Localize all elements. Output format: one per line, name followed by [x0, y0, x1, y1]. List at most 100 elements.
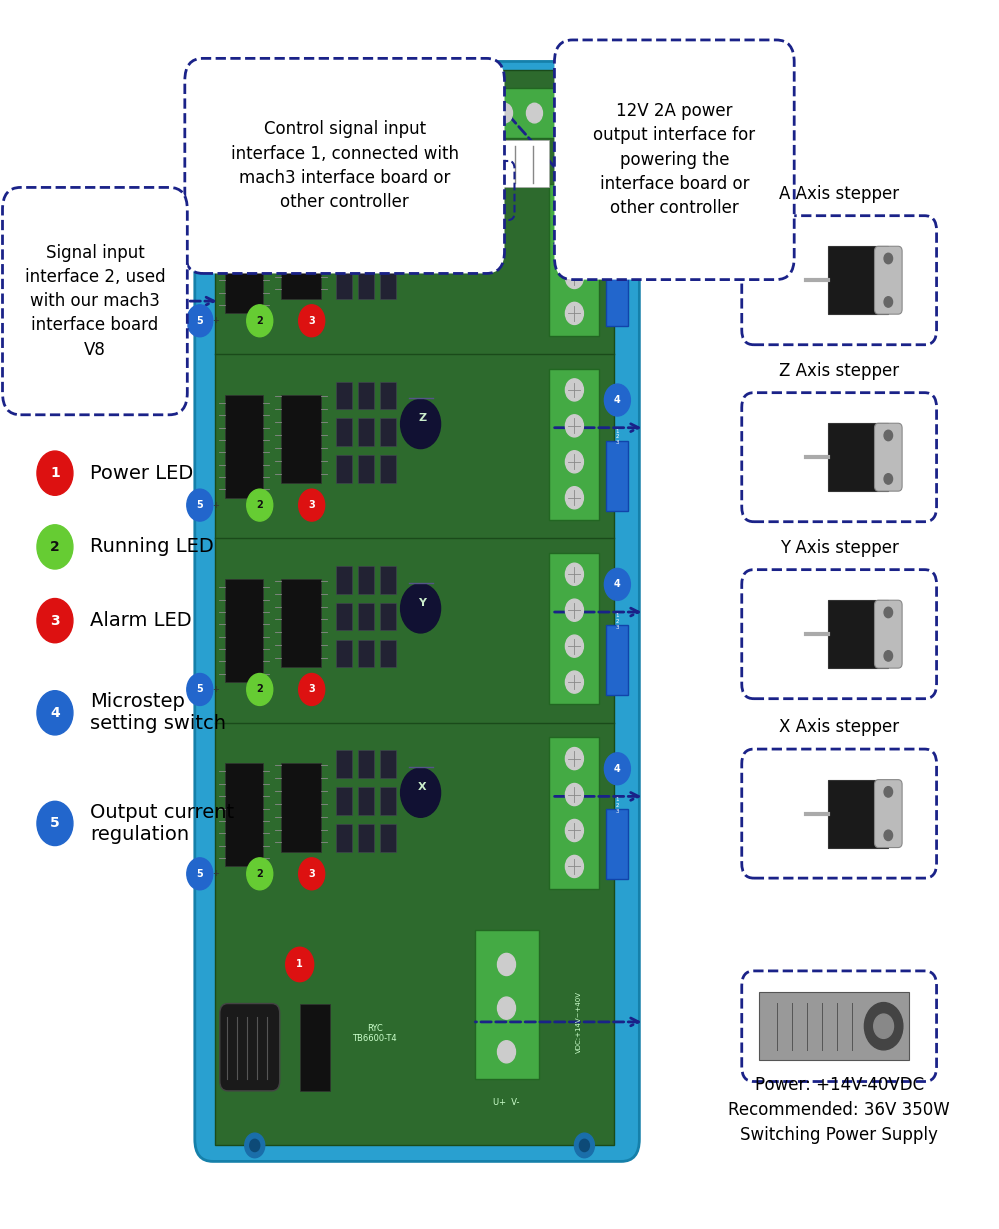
FancyBboxPatch shape [874, 779, 902, 848]
FancyBboxPatch shape [549, 369, 599, 520]
FancyBboxPatch shape [358, 197, 374, 225]
Text: Y: Y [419, 597, 427, 608]
Circle shape [401, 768, 441, 817]
FancyBboxPatch shape [380, 565, 396, 594]
Text: 1: 1 [50, 466, 60, 481]
FancyBboxPatch shape [3, 188, 188, 415]
Text: 4: 4 [614, 395, 620, 406]
Circle shape [247, 673, 273, 705]
Circle shape [574, 1133, 594, 1158]
FancyBboxPatch shape [549, 553, 599, 704]
Text: 5: 5 [197, 685, 203, 694]
Circle shape [565, 747, 583, 769]
Circle shape [187, 673, 213, 705]
FancyBboxPatch shape [606, 809, 628, 880]
Circle shape [401, 215, 441, 264]
FancyBboxPatch shape [380, 272, 396, 299]
FancyBboxPatch shape [336, 639, 352, 667]
FancyBboxPatch shape [358, 456, 374, 483]
FancyBboxPatch shape [358, 565, 374, 594]
Text: RYC
TB6600-T4: RYC TB6600-T4 [353, 1024, 397, 1043]
Text: Output current
regulation: Output current regulation [90, 803, 234, 844]
Circle shape [884, 430, 892, 441]
Text: 2: 2 [257, 685, 263, 694]
Text: +: + [213, 685, 219, 694]
Circle shape [257, 103, 273, 123]
FancyBboxPatch shape [225, 763, 263, 866]
Circle shape [565, 820, 583, 842]
FancyBboxPatch shape [759, 993, 909, 1059]
FancyBboxPatch shape [380, 639, 396, 667]
FancyBboxPatch shape [281, 579, 321, 667]
Text: 5: 5 [50, 816, 60, 831]
Text: +: + [213, 500, 219, 510]
Circle shape [299, 305, 325, 337]
FancyBboxPatch shape [336, 272, 352, 299]
FancyBboxPatch shape [380, 418, 396, 446]
Circle shape [498, 1041, 515, 1063]
FancyBboxPatch shape [380, 602, 396, 630]
Circle shape [556, 103, 572, 123]
FancyBboxPatch shape [220, 88, 609, 138]
Circle shape [565, 231, 583, 253]
FancyBboxPatch shape [741, 216, 937, 344]
Text: Power LED: Power LED [90, 463, 193, 483]
Circle shape [874, 1014, 893, 1039]
Text: 1
2
3: 1 2 3 [615, 245, 619, 261]
Text: Microstep
setting switch: Microstep setting switch [90, 692, 226, 734]
Text: Z Axis stepper: Z Axis stepper [779, 361, 899, 380]
Circle shape [526, 103, 542, 123]
FancyBboxPatch shape [195, 61, 639, 1161]
FancyBboxPatch shape [380, 382, 396, 409]
Circle shape [884, 650, 892, 661]
Text: 5: 5 [197, 316, 203, 326]
FancyBboxPatch shape [336, 565, 352, 594]
FancyBboxPatch shape [336, 234, 352, 262]
FancyBboxPatch shape [336, 418, 352, 446]
Text: 2: 2 [50, 540, 60, 554]
FancyBboxPatch shape [336, 788, 352, 815]
FancyBboxPatch shape [358, 823, 374, 852]
Circle shape [565, 563, 583, 585]
Circle shape [227, 103, 243, 123]
Circle shape [884, 253, 892, 264]
FancyBboxPatch shape [549, 184, 599, 336]
Circle shape [604, 199, 630, 231]
Text: 1
2
3: 1 2 3 [615, 613, 619, 629]
FancyBboxPatch shape [827, 779, 888, 848]
Text: A Axis stepper: A Axis stepper [779, 184, 899, 203]
Circle shape [247, 489, 273, 521]
Circle shape [37, 451, 73, 495]
FancyBboxPatch shape [874, 600, 902, 669]
Circle shape [407, 103, 423, 123]
FancyBboxPatch shape [358, 639, 374, 667]
Circle shape [565, 451, 583, 473]
Circle shape [565, 267, 583, 289]
Circle shape [884, 830, 892, 841]
Circle shape [187, 305, 213, 337]
Text: Running LED: Running LED [90, 537, 214, 557]
FancyBboxPatch shape [606, 257, 628, 327]
Text: Y Axis stepper: Y Axis stepper [780, 538, 898, 557]
Circle shape [579, 1139, 589, 1152]
FancyBboxPatch shape [358, 788, 374, 815]
Circle shape [37, 599, 73, 643]
FancyBboxPatch shape [336, 197, 352, 225]
FancyBboxPatch shape [827, 246, 888, 315]
Text: 3: 3 [309, 685, 315, 694]
Circle shape [37, 525, 73, 569]
FancyBboxPatch shape [465, 140, 549, 187]
Circle shape [565, 194, 583, 216]
Text: 4: 4 [614, 579, 620, 590]
Text: 1
2
3: 1 2 3 [615, 798, 619, 814]
Circle shape [565, 784, 583, 806]
FancyBboxPatch shape [827, 600, 888, 669]
Circle shape [37, 691, 73, 735]
Circle shape [498, 997, 515, 1019]
Circle shape [884, 296, 892, 307]
Text: 2: 2 [257, 869, 263, 879]
Circle shape [187, 858, 213, 890]
FancyBboxPatch shape [549, 737, 599, 889]
Circle shape [247, 305, 273, 337]
FancyBboxPatch shape [336, 823, 352, 852]
